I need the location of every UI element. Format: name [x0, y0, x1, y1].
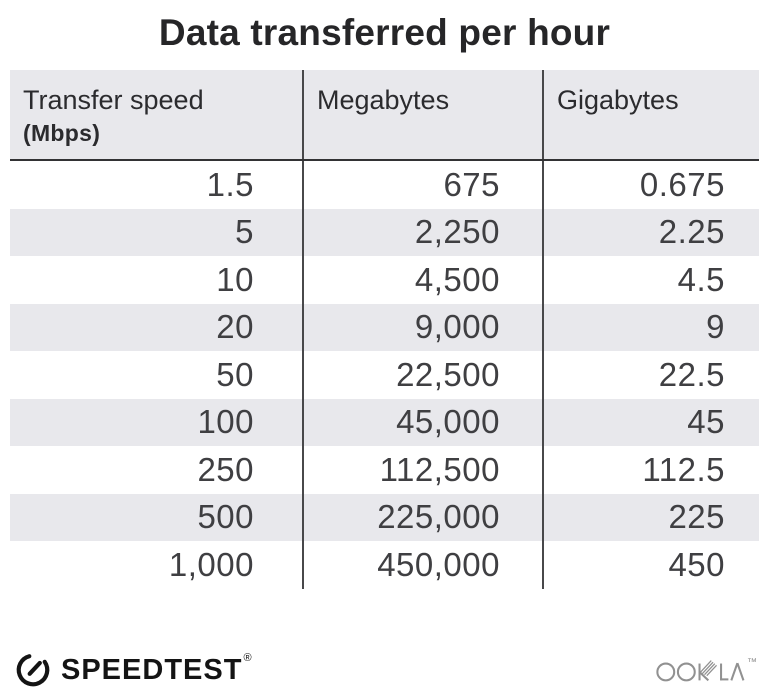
column-header-sublabel: (Mbps)	[23, 120, 101, 147]
cell-transfer-speed: 1.5	[206, 165, 254, 203]
table-header-row: Transfer speed (Mbps) Megabytes Gigabyte…	[10, 70, 759, 161]
cell-transfer-speed: 5	[235, 213, 254, 251]
table-row: 20 9,000 9	[10, 303, 759, 351]
data-table: Transfer speed (Mbps) Megabytes Gigabyte…	[10, 70, 759, 589]
cell-transfer-speed: 1,000	[168, 545, 254, 583]
table-row: 500 225,000 225	[10, 493, 759, 541]
table-body: 1.5 675 0.675 5 2,250 2.25 10 4,500 4.5 …	[10, 161, 759, 589]
table-row: 10 4,500 4.5	[10, 256, 759, 304]
cell-gigabytes: 0.675	[542, 161, 759, 209]
cell-megabytes: 450,000	[302, 541, 542, 589]
cell-transfer-speed: 100	[197, 403, 254, 441]
cell-megabytes: 675	[302, 161, 542, 209]
table-row: 5 2,250 2.25	[10, 208, 759, 256]
page-title: Data transferred per hour	[158, 12, 611, 53]
cell-megabytes: 112,500	[302, 446, 542, 494]
registered-trademark-icon: ®	[243, 652, 252, 664]
cell-transfer-speed: 250	[197, 450, 254, 488]
cell-megabytes: 22,500	[302, 351, 542, 399]
speedtest-wordmark: SPEEDTEST	[61, 653, 243, 686]
column-header-transfer-speed: Transfer speed (Mbps)	[10, 70, 302, 159]
cell-megabytes: 225,000	[302, 493, 542, 541]
table-row: 1,000 450,000 450	[10, 541, 759, 589]
table-row: 50 22,500 22.5	[10, 351, 759, 399]
cell-gigabytes: 2.25	[542, 208, 759, 256]
cell-transfer-speed: 10	[216, 260, 254, 298]
cell-gigabytes: 4.5	[542, 256, 759, 304]
cell-gigabytes: 45	[542, 398, 759, 446]
cell-megabytes: 2,250	[302, 208, 542, 256]
column-header-gigabytes: Gigabytes	[542, 70, 759, 159]
table-row: 100 45,000 45	[10, 398, 759, 446]
cell-gigabytes: 9	[542, 303, 759, 351]
cell-megabytes: 9,000	[302, 303, 542, 351]
ookla-wordmark-icon	[656, 660, 745, 682]
column-header-megabytes: Megabytes	[302, 70, 542, 159]
cell-transfer-speed: 50	[216, 355, 254, 393]
column-header-label: Gigabytes	[557, 85, 679, 115]
speedtest-logo: SPEEDTEST ®	[14, 651, 252, 689]
cell-gigabytes: 112.5	[542, 446, 759, 494]
table-row: 1.5 675 0.675	[10, 161, 759, 209]
cell-megabytes: 4,500	[302, 256, 542, 304]
column-header-label: Transfer speed	[23, 85, 204, 115]
cell-gigabytes: 225	[542, 493, 759, 541]
table-row: 250 112,500 112.5	[10, 446, 759, 494]
speedtest-gauge-icon	[16, 654, 50, 687]
cell-transfer-speed: 20	[216, 308, 254, 346]
column-header-label: Megabytes	[317, 85, 450, 115]
cell-transfer-speed: 500	[197, 498, 254, 536]
cell-gigabytes: 22.5	[542, 351, 759, 399]
trademark-icon: ™	[747, 657, 757, 668]
cell-gigabytes: 450	[542, 541, 759, 589]
cell-megabytes: 45,000	[302, 398, 542, 446]
footer: SPEEDTEST ® ™	[14, 648, 757, 692]
ookla-logo: ™	[656, 656, 757, 684]
